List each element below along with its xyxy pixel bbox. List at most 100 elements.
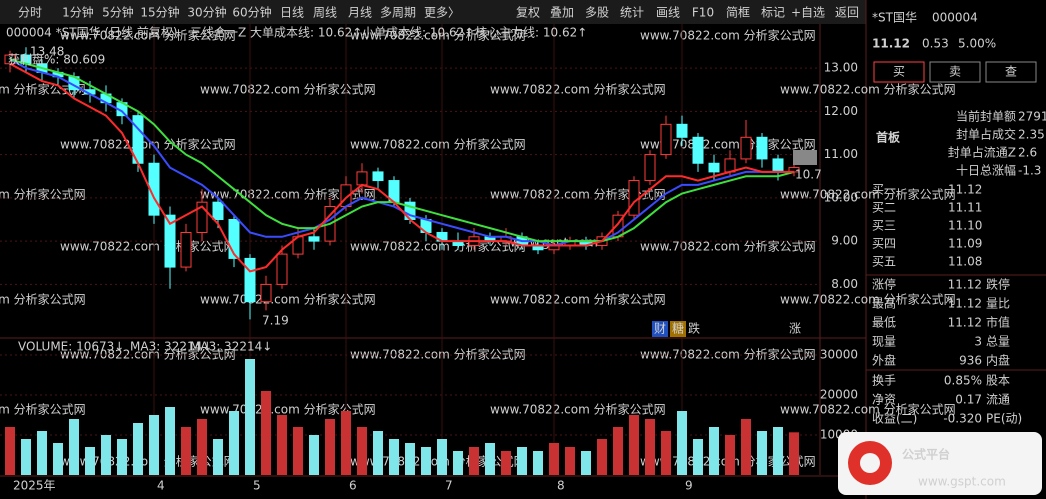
volume-bar	[405, 443, 415, 475]
trade-button[interactable]	[985, 61, 1037, 83]
logo-box	[838, 432, 1042, 495]
toolbar-tab[interactable]: 60分钟	[232, 5, 271, 20]
watermark: www.70822.com 分析家公式网	[0, 402, 86, 417]
volume-bar	[85, 447, 95, 475]
toolbar-tab[interactable]: 周线	[313, 6, 337, 20]
toolbar-button[interactable]: 多股	[585, 6, 609, 20]
volume-bar	[773, 427, 783, 475]
y-tick-label: 30000	[820, 348, 858, 362]
logo-title: 公式平台	[902, 447, 950, 462]
toolbar-button[interactable]: F10	[692, 6, 714, 20]
toolbar-tab[interactable]: 30分钟	[187, 5, 226, 20]
quote-label: 跌停	[986, 277, 1010, 292]
watermark: www.70822.com 分析家公式网	[780, 187, 956, 202]
candle-body	[644, 154, 656, 182]
volume-bar	[309, 435, 319, 475]
legend-entry: 小单成本线: 10.62↑	[362, 26, 474, 40]
y-tick-label: 20000	[820, 388, 858, 402]
candle-body	[756, 136, 768, 160]
volume-bar	[197, 419, 207, 475]
toolbar-tab[interactable]: 5分钟	[102, 5, 134, 20]
toolbar-button[interactable]: 标记	[761, 6, 785, 20]
quote-label: 现量	[872, 335, 896, 349]
volume-bar	[741, 419, 751, 475]
volume-bar	[229, 411, 239, 475]
trade-button-label[interactable]: 查	[1005, 65, 1017, 79]
candle-body	[228, 218, 240, 259]
watermark: www.70822.com 分析家公式网	[490, 402, 666, 417]
seal-label: 十日总涨幅	[956, 163, 1016, 178]
chart-title: VOLUME: 10673↓	[18, 340, 124, 354]
toolbar-tab[interactable]: 1分钟	[62, 5, 94, 20]
toolbar-tab[interactable]: 更多〉	[424, 6, 460, 20]
candle-body	[660, 123, 672, 156]
fin-label: 流通	[986, 393, 1010, 407]
annotation: 10.7	[795, 168, 822, 182]
watermark: www.70822.com 分析家公式网	[200, 292, 376, 307]
toolbar-button[interactable]: 简框	[726, 6, 750, 20]
x-tick-label: 9	[685, 479, 693, 493]
quote-label: 最低	[872, 316, 896, 330]
toolbar-tab[interactable]: 多周期	[380, 6, 416, 20]
event-icon	[670, 321, 686, 337]
book-price: 11.12	[948, 183, 982, 197]
book-label: 买四	[872, 237, 896, 251]
watermark: www.70822.com 分析家公式网	[640, 239, 816, 254]
legend-entry: 核心主力线: 10.62↑	[475, 26, 587, 40]
x-tick-label: 6	[349, 479, 357, 493]
volume-bar	[501, 451, 511, 475]
toolbar-tab[interactable]: 分时	[18, 6, 42, 20]
watermark: www.70822.com 分析家公式网	[350, 347, 526, 362]
annotation: 跌	[688, 321, 700, 336]
candle-body	[196, 201, 208, 233]
volume-bar	[117, 439, 127, 475]
toolbar-button[interactable]: 叠加	[550, 6, 574, 20]
quote-label: 量比	[986, 297, 1010, 311]
legend-entry: MA3: 32214↓	[130, 340, 212, 354]
watermark: www.70822.com 分析家公式网	[350, 28, 526, 43]
volume-bar	[661, 431, 671, 475]
toolbar-tab[interactable]: 月线	[348, 6, 372, 20]
toolbar-tab[interactable]: 日线	[280, 6, 304, 20]
candle-body	[276, 253, 288, 285]
x-tick-label: 2025年	[13, 479, 56, 493]
watermark: www.70822.com 分析家公式网	[60, 28, 236, 43]
watermark: www.70822.com 分析家公式网	[350, 239, 526, 254]
fin-value: 0.85%	[944, 374, 982, 388]
x-tick-label: 5	[253, 479, 261, 493]
volume-bar	[341, 411, 351, 475]
watermark: www.70822.com 分析家公式网	[640, 347, 816, 362]
toolbar-button[interactable]: 返回	[835, 6, 859, 20]
volume-bar	[565, 447, 575, 475]
trade-button-label[interactable]: 卖	[949, 65, 961, 79]
book-price: 11.10	[948, 219, 982, 233]
volume-bar	[613, 427, 623, 475]
watermark: www.70822.com 分析家公式网	[350, 137, 526, 152]
trade-button[interactable]	[929, 61, 981, 83]
fin-label: 股本	[986, 374, 1010, 388]
toolbar-button[interactable]: +自选	[791, 6, 825, 20]
y-tick-label: 13.00	[824, 61, 858, 75]
toolbar-button[interactable]: 复权	[516, 6, 540, 20]
indicator-line	[9, 62, 794, 273]
candle-body	[708, 162, 720, 173]
volume-bar	[485, 443, 495, 475]
trade-button[interactable]	[873, 61, 925, 83]
toolbar-button[interactable]: 画线	[656, 6, 680, 20]
trade-button-label[interactable]: 买	[893, 65, 905, 79]
candle-body	[692, 136, 704, 164]
watermark: www.70822.com 分析家公式网	[780, 82, 956, 97]
book-price: 11.11	[948, 201, 982, 215]
volume-bar	[53, 443, 63, 475]
volume-bar	[597, 439, 607, 475]
legend-entry: MA3: 32214↓	[190, 340, 272, 354]
volume-bar	[789, 432, 799, 475]
annotation: 7.19	[262, 314, 289, 328]
toolbar-button[interactable]: 统计	[620, 6, 644, 20]
book-label: 买五	[872, 255, 896, 269]
candle-body	[772, 158, 784, 173]
watermark: www.70822.com 分析家公式网	[640, 28, 816, 43]
quote-value: 11.12	[948, 278, 982, 292]
toolbar-tab[interactable]: 15分钟	[140, 5, 179, 20]
